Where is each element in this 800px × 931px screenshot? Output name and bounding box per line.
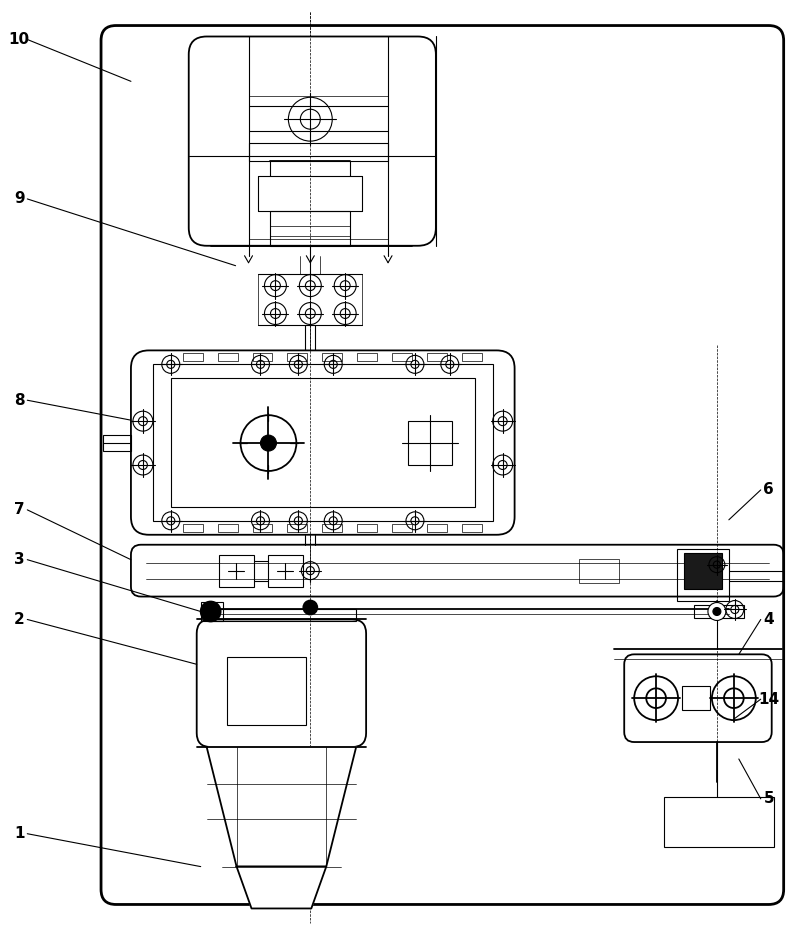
Bar — [103, 435, 131, 451]
Text: 10: 10 — [9, 32, 30, 47]
Text: 8: 8 — [14, 393, 25, 408]
Bar — [218, 555, 254, 587]
Text: 3: 3 — [14, 552, 25, 567]
Text: 4: 4 — [763, 612, 774, 627]
Bar — [392, 524, 412, 532]
Bar — [253, 354, 273, 361]
Circle shape — [201, 601, 221, 622]
Bar — [462, 354, 482, 361]
Bar — [253, 524, 273, 532]
Text: 5: 5 — [763, 791, 774, 806]
Bar — [392, 354, 412, 361]
Bar — [322, 354, 342, 361]
Text: 7: 7 — [14, 503, 25, 518]
Bar — [357, 354, 377, 361]
Bar — [322, 524, 342, 532]
Bar — [357, 524, 377, 532]
Bar — [206, 610, 356, 622]
Bar — [170, 378, 474, 506]
Bar — [682, 686, 710, 710]
Bar — [287, 524, 307, 532]
Bar — [427, 354, 447, 361]
Bar — [579, 559, 619, 583]
Circle shape — [303, 600, 318, 614]
Polygon shape — [206, 747, 356, 867]
Circle shape — [708, 602, 726, 620]
Circle shape — [261, 435, 277, 451]
Bar — [462, 524, 482, 532]
Bar — [153, 364, 493, 520]
Bar — [269, 555, 303, 587]
Bar — [694, 604, 744, 618]
Bar — [664, 797, 774, 846]
Bar — [218, 524, 238, 532]
Bar — [218, 354, 238, 361]
Text: 6: 6 — [763, 482, 774, 497]
Bar — [427, 524, 447, 532]
Bar — [226, 657, 306, 725]
Bar — [408, 421, 452, 465]
Circle shape — [713, 608, 721, 615]
Bar — [684, 553, 722, 588]
FancyBboxPatch shape — [101, 25, 784, 905]
Text: 14: 14 — [758, 692, 779, 707]
Bar — [182, 354, 202, 361]
Bar — [249, 143, 388, 161]
Text: 2: 2 — [14, 612, 25, 627]
Bar — [287, 354, 307, 361]
Bar — [677, 548, 729, 600]
Bar — [270, 211, 350, 246]
Bar — [201, 601, 222, 622]
Text: 9: 9 — [14, 192, 25, 207]
Text: 1: 1 — [14, 826, 25, 842]
Polygon shape — [237, 867, 326, 909]
Bar — [182, 524, 202, 532]
